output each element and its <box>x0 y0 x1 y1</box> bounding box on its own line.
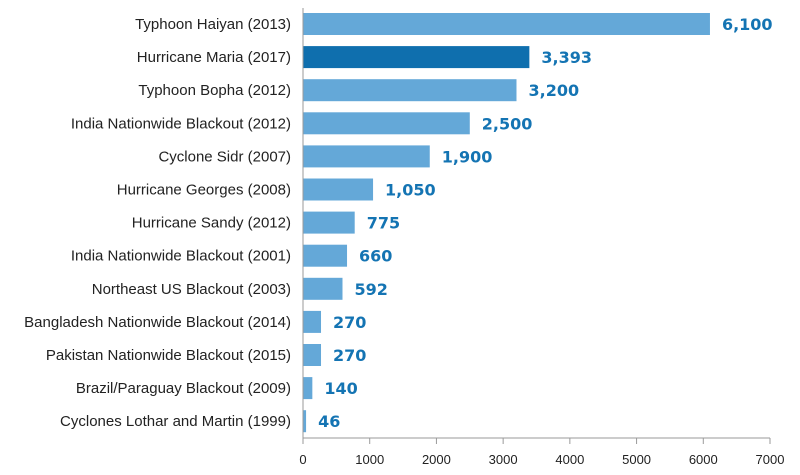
x-tick-label: 1000 <box>355 452 384 467</box>
x-axis: 0 1000 2000 3000 4000 5000 6000 7000 <box>299 8 784 467</box>
bar-8 <box>303 244 348 267</box>
bar-1 <box>303 13 710 35</box>
category-label: India Nationwide Blackout (2001) <box>71 248 291 265</box>
x-tick-label: 4000 <box>555 452 584 467</box>
value-label: 3,200 <box>528 81 579 100</box>
bar-12 <box>303 377 313 400</box>
category-label: Cyclone Sidr (2007) <box>158 148 291 165</box>
category-label: Brazil/Paraguay Blackout (2009) <box>76 380 291 397</box>
value-label: 660 <box>359 247 392 266</box>
bar-3 <box>303 79 517 102</box>
category-label: Cyclones Lothar and Martin (1999) <box>60 413 291 430</box>
bars-layer <box>303 13 710 433</box>
bar-9 <box>303 277 343 300</box>
category-label: Hurricane Georges (2008) <box>117 182 291 199</box>
category-label: Hurricane Maria (2017) <box>137 49 291 66</box>
bar-5 <box>303 145 430 168</box>
value-label: 270 <box>333 313 366 332</box>
bar-7 <box>303 211 355 234</box>
category-labels: Typhoon Haiyan (2013) Hurricane Maria (20… <box>24 16 291 430</box>
bar-10 <box>303 310 322 333</box>
x-tick-label: 5000 <box>622 452 651 467</box>
category-label: Typhoon Bopha (2012) <box>138 82 291 99</box>
value-label: 6,100 <box>722 15 773 34</box>
x-tick-label: 3000 <box>489 452 518 467</box>
category-label: Pakistan Nationwide Blackout (2015) <box>46 347 291 364</box>
category-label: Northeast US Blackout (2003) <box>92 281 291 298</box>
value-label: 140 <box>324 379 357 398</box>
bar-2 <box>303 46 530 69</box>
value-label: 775 <box>367 214 400 233</box>
category-label: India Nationwide Blackout (2012) <box>71 115 291 132</box>
x-tick-label: 6000 <box>689 452 718 467</box>
value-label: 2,500 <box>482 114 533 133</box>
category-label: Bangladesh Nationwide Blackout (2014) <box>24 314 291 331</box>
value-labels: 6,100 3,393 3,200 2,500 1,900 1,050 775 660 592 2… <box>318 15 772 431</box>
value-label: 270 <box>333 346 366 365</box>
x-tick-label: 2000 <box>422 452 451 467</box>
value-label: 46 <box>318 412 340 431</box>
category-label: Typhoon Haiyan (2013) <box>135 16 291 33</box>
value-label: 1,900 <box>442 147 493 166</box>
x-tick-label: 0 <box>299 452 306 467</box>
bar-11 <box>303 344 322 366</box>
bar-4 <box>303 112 470 135</box>
value-label: 592 <box>354 280 387 299</box>
bar-6 <box>303 178 374 201</box>
bar-13 <box>303 410 307 433</box>
category-label: Hurricane Sandy (2012) <box>132 215 291 232</box>
value-label: 1,050 <box>385 181 436 200</box>
x-tick-label: 7000 <box>756 452 785 467</box>
value-label: 3,393 <box>541 48 592 67</box>
